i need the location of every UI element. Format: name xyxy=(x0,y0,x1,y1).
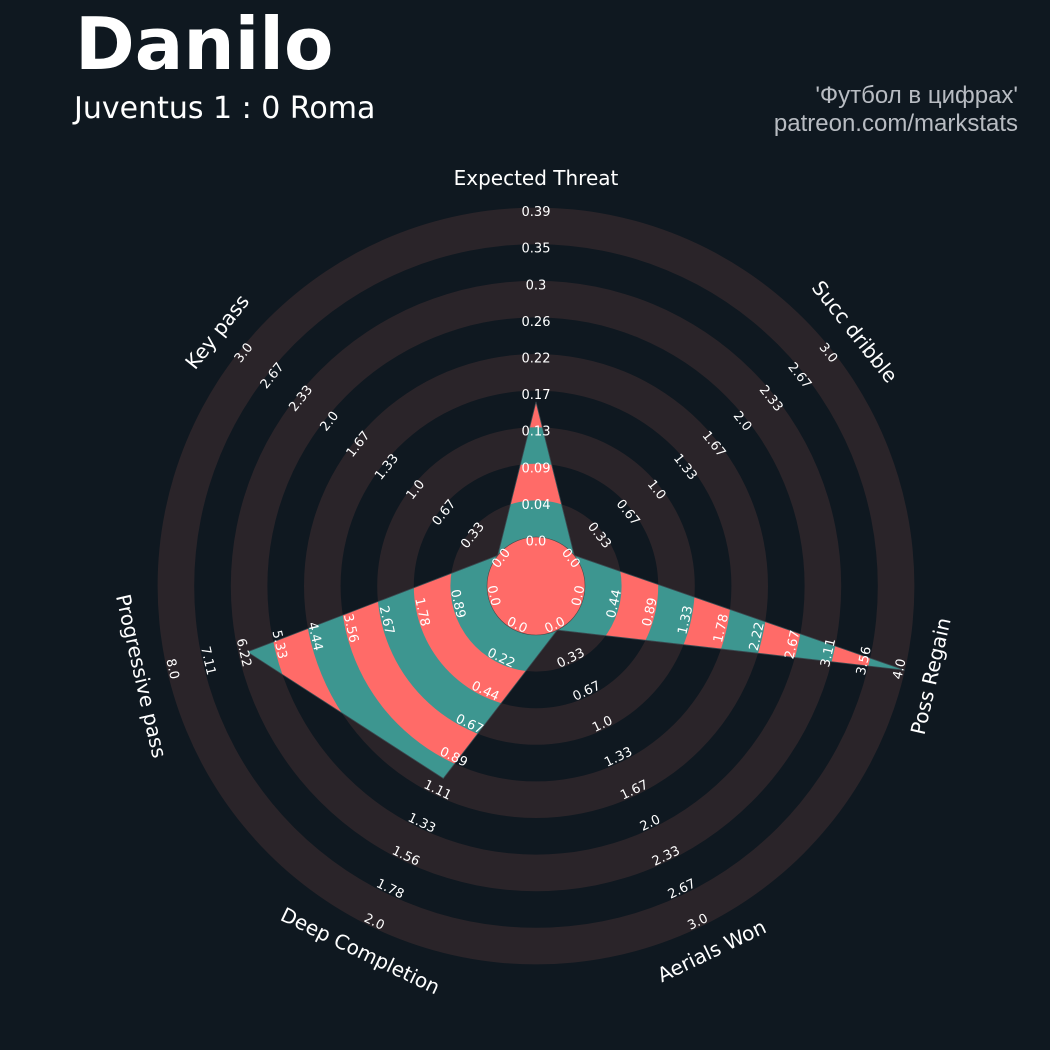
tick-label-progressive-pass: 7.11 xyxy=(197,645,218,677)
tick-label-expected-threat: 0.22 xyxy=(522,352,551,367)
tick-label-progressive-pass: 2.67 xyxy=(376,604,397,636)
tick-label-poss-regain: 0.89 xyxy=(640,596,661,628)
credit-link: patreon.com/markstats xyxy=(773,110,1018,137)
tick-label-expected-threat: 0.0 xyxy=(526,535,547,550)
tick-label-progressive-pass: 8.0 xyxy=(162,657,181,681)
tick-label-poss-regain: 3.11 xyxy=(818,637,839,669)
tick-label-expected-threat: 0.3 xyxy=(526,278,547,293)
tick-label-poss-regain: 2.67 xyxy=(782,629,803,661)
tick-label-expected-threat: 0.39 xyxy=(522,205,551,220)
radar-data-outline xyxy=(246,401,906,780)
tick-label-expected-threat: 0.17 xyxy=(522,388,551,403)
tick-label-poss-regain: 1.33 xyxy=(675,604,696,636)
tick-label-poss-regain: 4.0 xyxy=(890,657,909,681)
player-name-title: Danilo xyxy=(75,2,334,86)
tick-label-expected-threat: 0.26 xyxy=(522,315,551,330)
tick-label-expected-threat: 0.09 xyxy=(522,461,551,476)
tick-label-expected-threat: 0.04 xyxy=(522,498,551,513)
tick-label-progressive-pass: 4.44 xyxy=(304,621,325,653)
tick-label-poss-regain: 2.22 xyxy=(747,621,768,653)
tick-label-progressive-pass: 0.0 xyxy=(483,584,502,608)
tick-label-poss-regain: 0.44 xyxy=(604,588,625,620)
tick-label-expected-threat: 0.13 xyxy=(522,425,551,440)
tick-label-poss-regain: 3.56 xyxy=(854,645,875,677)
match-score-subtitle: Juventus 1 : 0 Roma xyxy=(74,91,376,126)
tick-label-poss-regain: 0.0 xyxy=(569,584,588,608)
tick-label-progressive-pass: 6.22 xyxy=(233,637,254,669)
tick-label-progressive-pass: 5.33 xyxy=(268,629,289,661)
axis-label-poss-regain: Poss Regain xyxy=(906,615,956,737)
tick-label-progressive-pass: 0.89 xyxy=(447,588,468,620)
tick-label-progressive-pass: 3.56 xyxy=(340,613,361,645)
tick-label-poss-regain: 1.78 xyxy=(711,613,732,645)
tick-label-expected-threat: 0.35 xyxy=(522,242,551,257)
axis-label-expected-threat: Expected Threat xyxy=(454,166,619,190)
credit-brand: 'Футбол в цифрах' xyxy=(815,82,1018,109)
radar-center-circle xyxy=(486,536,586,636)
tick-label-progressive-pass: 1.78 xyxy=(411,596,432,628)
